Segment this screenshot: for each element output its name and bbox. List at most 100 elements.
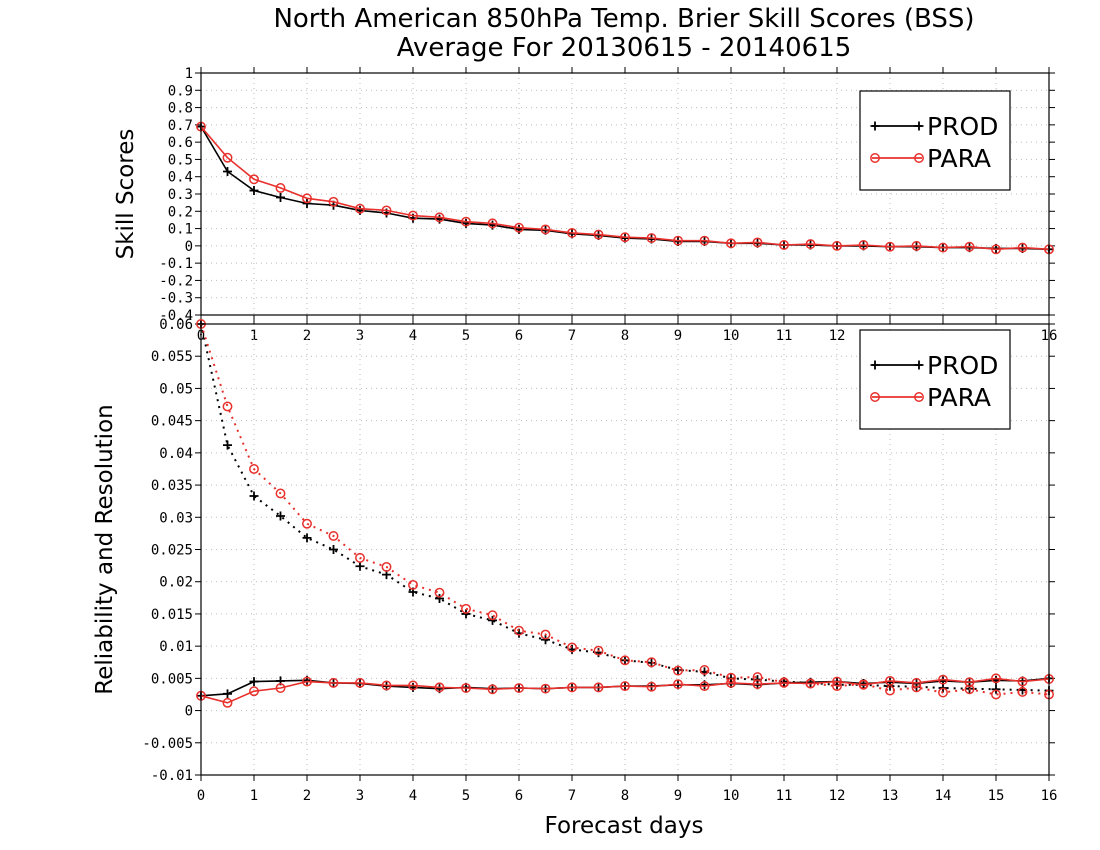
x-tick-label: 11 xyxy=(776,788,793,804)
data-point xyxy=(593,645,604,656)
x-tick-label: 5 xyxy=(462,328,470,344)
chart-subtitle: Average For 20130615 - 20140615 xyxy=(397,33,852,63)
x-tick-label: 10 xyxy=(723,328,740,344)
data-point xyxy=(593,229,604,240)
chart-panel-1: -0.4-0.3-0.2-0.100.10.20.30.40.50.60.70.… xyxy=(113,66,1057,344)
series-line xyxy=(200,126,1050,251)
x-tick-label: 1 xyxy=(250,328,258,344)
data-point xyxy=(567,227,577,238)
x-tick-label: 7 xyxy=(568,788,576,804)
data-point xyxy=(991,244,1001,255)
data-point xyxy=(673,665,683,676)
x-tick-label: 15 xyxy=(988,788,1005,804)
data-point xyxy=(487,218,498,229)
series-prod-solid xyxy=(196,673,1054,701)
x-tick-label: 0 xyxy=(197,788,205,804)
legend-label: PARA xyxy=(927,144,991,173)
data-point xyxy=(355,677,365,688)
data-point xyxy=(726,677,736,688)
data-point xyxy=(620,232,630,243)
legend-marker xyxy=(870,392,880,402)
y-axis-label: Reliability and Resolution xyxy=(92,404,118,694)
data-point xyxy=(938,687,948,698)
data-point xyxy=(435,593,444,603)
data-point xyxy=(514,625,524,636)
data-point xyxy=(567,682,577,693)
data-point xyxy=(381,561,392,572)
y-tick-label: 1 xyxy=(185,66,193,82)
legend-box xyxy=(859,90,1011,191)
data-point xyxy=(646,657,657,668)
legend-marker xyxy=(870,360,880,370)
data-point xyxy=(779,240,789,250)
data-point xyxy=(858,240,869,250)
legend-marker xyxy=(914,153,924,163)
x-tick-label: 10 xyxy=(723,788,740,804)
x-tick-label: 5 xyxy=(462,788,470,804)
data-point xyxy=(885,675,895,686)
data-point xyxy=(275,183,286,193)
data-point xyxy=(832,676,842,687)
legend: PROD PARA xyxy=(859,90,1011,191)
data-point xyxy=(223,167,232,177)
y-tick-label: 0.035 xyxy=(151,478,193,494)
data-point xyxy=(302,193,312,204)
legend-marker xyxy=(914,392,924,402)
x-tick-label: 7 xyxy=(568,328,576,344)
y-tick-label: 0 xyxy=(185,239,193,255)
x-tick-label: 13 xyxy=(882,788,899,804)
data-point xyxy=(832,240,842,251)
y-tick-label: -0.1 xyxy=(159,256,193,272)
y-tick-label: -0.005 xyxy=(142,736,193,752)
data-point xyxy=(620,655,630,666)
x-tick-label: 4 xyxy=(409,328,417,344)
data-point xyxy=(699,665,710,675)
data-point xyxy=(673,235,683,246)
data-point xyxy=(541,635,550,645)
y-tick-label: 0.025 xyxy=(151,543,193,559)
plot-frame xyxy=(200,72,1050,316)
data-point xyxy=(620,681,630,692)
data-point xyxy=(885,241,895,252)
y-tick-label: 0.5 xyxy=(168,152,193,168)
data-point xyxy=(1017,242,1028,253)
data-point xyxy=(540,224,551,235)
x-tick-label: 1 xyxy=(250,788,258,804)
y-tick-label: 0.05 xyxy=(159,381,193,397)
data-point xyxy=(938,242,948,253)
legend-marker xyxy=(870,153,880,163)
data-point xyxy=(540,629,551,640)
data-point xyxy=(964,677,975,688)
x-tick-label: 14 xyxy=(935,788,952,804)
legend-label: PROD xyxy=(927,351,998,380)
y-tick-label: 0.6 xyxy=(168,135,193,151)
data-point xyxy=(514,683,524,693)
data-point xyxy=(461,216,471,227)
data-point xyxy=(1017,676,1028,687)
y-tick-label: 0.8 xyxy=(168,101,193,117)
y-tick-label: 0.02 xyxy=(159,575,193,591)
data-point xyxy=(302,199,312,209)
data-point xyxy=(408,210,418,221)
legend-label: PARA xyxy=(927,383,991,412)
x-tick-label: 9 xyxy=(674,328,682,344)
data-point xyxy=(223,440,232,450)
data-point xyxy=(593,682,604,693)
x-tick-label: 8 xyxy=(621,788,629,804)
data-point xyxy=(222,697,233,708)
x-tick-label: 12 xyxy=(829,328,846,344)
data-point xyxy=(249,491,259,501)
data-point xyxy=(355,552,365,563)
y-tick-label: 0.055 xyxy=(151,349,193,365)
data-point xyxy=(646,233,657,244)
y-tick-label: -0.01 xyxy=(151,768,193,784)
data-point xyxy=(540,683,551,694)
x-tick-label: 12 xyxy=(829,788,846,804)
data-point xyxy=(276,511,285,521)
plot-panels: -0.4-0.3-0.2-0.100.10.20.30.40.50.60.70.… xyxy=(92,66,1057,804)
data-point xyxy=(779,677,789,688)
y-tick-label: 0.7 xyxy=(168,118,193,134)
data-point xyxy=(276,192,285,202)
y-tick-label: 0.2 xyxy=(168,204,193,220)
y-tick-label: 0.015 xyxy=(151,607,193,623)
